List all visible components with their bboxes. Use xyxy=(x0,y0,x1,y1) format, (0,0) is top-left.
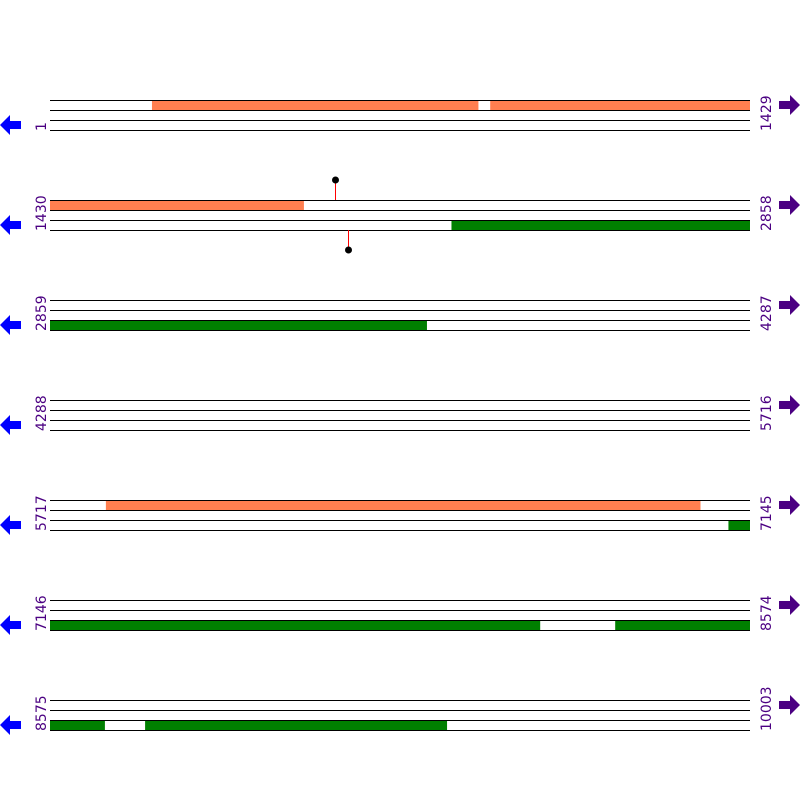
left-arrow-icon[interactable] xyxy=(0,215,21,235)
left-arrow-icon[interactable] xyxy=(0,115,21,135)
row-end-label: 5716 xyxy=(759,395,775,431)
right-arrow-icon[interactable] xyxy=(779,195,800,215)
row-end-label: 8574 xyxy=(759,595,775,631)
forward-feature[interactable] xyxy=(105,500,701,510)
right-arrow-icon[interactable] xyxy=(779,295,800,315)
row-start-label: 1 xyxy=(34,122,50,131)
marker-dot[interactable] xyxy=(345,246,352,254)
right-arrow-icon[interactable] xyxy=(779,395,800,415)
right-arrow-icon[interactable] xyxy=(779,95,800,115)
row-start-label: 5717 xyxy=(34,495,50,531)
sequence-row: 5717 7145 xyxy=(0,495,800,535)
row-start-label: 7146 xyxy=(34,595,50,631)
sequence-row: 1430 2858 xyxy=(0,176,800,254)
forward-feature[interactable] xyxy=(50,200,304,210)
sequence-row: 8575 10003 xyxy=(0,686,800,735)
forward-feature[interactable] xyxy=(151,100,479,110)
sequence-row: 2859 4287 xyxy=(0,295,800,335)
forward-feature[interactable] xyxy=(490,100,750,110)
reverse-feature[interactable] xyxy=(50,320,427,330)
reverse-feature[interactable] xyxy=(451,220,750,230)
row-end-label: 2858 xyxy=(759,195,775,231)
right-arrow-icon[interactable] xyxy=(779,595,800,615)
sequence-row: 7146 8574 xyxy=(0,595,800,635)
right-arrow-icon[interactable] xyxy=(779,495,800,515)
row-start-label: 1430 xyxy=(34,195,50,231)
row-end-label: 7145 xyxy=(759,495,775,531)
reverse-feature[interactable] xyxy=(728,520,750,530)
reverse-feature[interactable] xyxy=(50,720,105,730)
reverse-feature[interactable] xyxy=(145,720,448,730)
row-start-label: 4288 xyxy=(34,395,50,431)
row-end-label: 4287 xyxy=(759,295,775,331)
row-end-label: 10003 xyxy=(759,686,775,731)
sequence-row: 4288 5716 xyxy=(0,395,800,435)
left-arrow-icon[interactable] xyxy=(0,715,21,735)
reverse-feature[interactable] xyxy=(615,620,750,630)
right-arrow-icon[interactable] xyxy=(779,695,800,715)
sequence-row: 1 1429 xyxy=(0,95,800,135)
row-start-label: 8575 xyxy=(34,695,50,731)
left-arrow-icon[interactable] xyxy=(0,615,21,635)
left-arrow-icon[interactable] xyxy=(0,315,21,335)
row-start-label: 2859 xyxy=(34,295,50,331)
reverse-feature[interactable] xyxy=(50,620,541,630)
left-arrow-icon[interactable] xyxy=(0,515,21,535)
row-end-label: 1429 xyxy=(759,95,775,131)
marker-dot[interactable] xyxy=(332,176,339,184)
left-arrow-icon[interactable] xyxy=(0,415,21,435)
